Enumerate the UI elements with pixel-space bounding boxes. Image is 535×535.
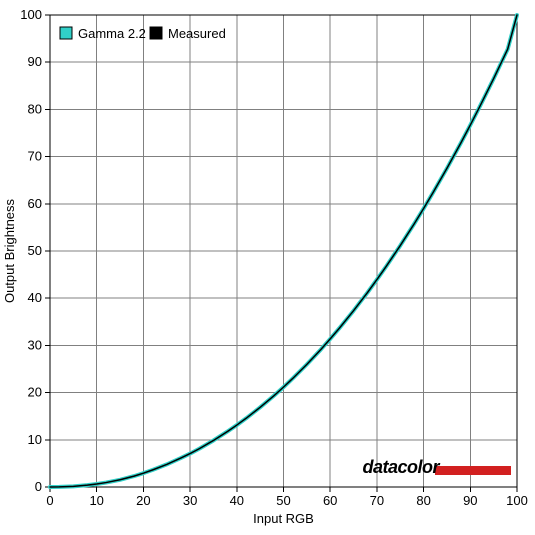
x-tick-label: 10 — [89, 493, 103, 508]
legend-label: Gamma 2.2 — [78, 26, 146, 41]
x-tick-label: 20 — [136, 493, 150, 508]
x-tick-label: 0 — [46, 493, 53, 508]
y-tick-label: 60 — [28, 196, 42, 211]
chart-container: 0 10 20 30 40 50 60 70 80 90 100 0 10 20 30 40 50 60 70 80 9… — [0, 0, 535, 535]
y-tick-label: 100 — [20, 7, 42, 22]
gamma-chart: 0 10 20 30 40 50 60 70 80 90 100 0 10 20 30 40 50 60 70 80 9… — [0, 0, 535, 535]
x-tick-label: 80 — [416, 493, 430, 508]
x-tick-label: 90 — [463, 493, 477, 508]
y-tick-label: 50 — [28, 243, 42, 258]
legend-swatch — [150, 27, 162, 39]
y-tick-label: 10 — [28, 432, 42, 447]
x-tick-label: 60 — [323, 493, 337, 508]
y-tick-label: 90 — [28, 54, 42, 69]
x-tick-label: 40 — [230, 493, 244, 508]
x-tick-label: 30 — [183, 493, 197, 508]
legend-swatch — [60, 27, 72, 39]
brand-text: datacolor — [362, 457, 440, 477]
y-tick-label: 20 — [28, 385, 42, 400]
x-tick-label: 50 — [276, 493, 290, 508]
x-axis-title: Input RGB — [253, 511, 314, 526]
y-tick-label: 30 — [28, 337, 42, 352]
legend: Gamma 2.2 Measured — [60, 26, 226, 41]
x-tick-label: 100 — [506, 493, 528, 508]
y-tick-label: 40 — [28, 290, 42, 305]
x-tick-label: 70 — [370, 493, 384, 508]
brand-bar — [435, 466, 511, 475]
legend-label: Measured — [168, 26, 226, 41]
y-tick-label: 80 — [28, 101, 42, 116]
y-tick-label: 0 — [35, 479, 42, 494]
y-tick-label: 70 — [28, 149, 42, 164]
y-axis-title: Output Brightness — [2, 198, 17, 303]
